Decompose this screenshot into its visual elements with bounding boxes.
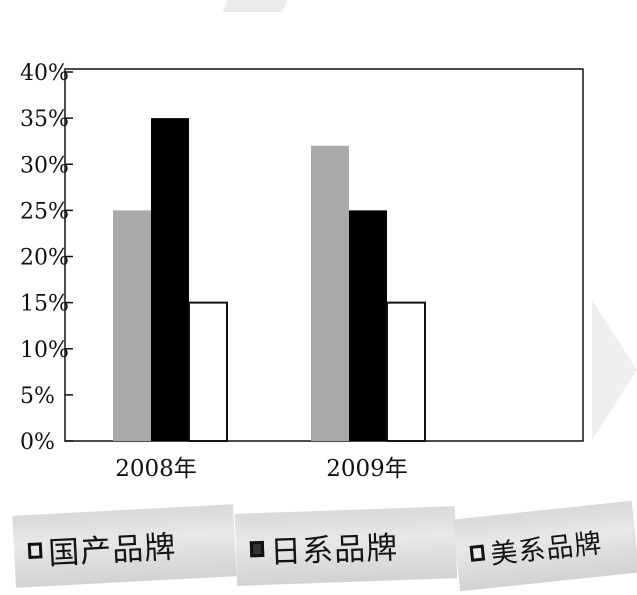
y-tick-label-4: 20% bbox=[20, 246, 69, 271]
y-tick-label-7: 35% bbox=[20, 107, 69, 132]
legend-item-american: 美系品牌 bbox=[452, 500, 637, 592]
x-tick-label-1: 2009年 bbox=[326, 456, 408, 482]
legend-label-american: 美系品牌 bbox=[489, 527, 604, 571]
legend: 国产品牌 日系品牌 美系品牌 bbox=[12, 500, 637, 592]
x-tick-label-0: 2008年 bbox=[115, 456, 197, 482]
y-tick-label-6: 30% bbox=[20, 153, 69, 178]
bars-group bbox=[113, 118, 426, 442]
x-axis: 2008年 2009年 bbox=[115, 456, 408, 482]
legend-swatch-domestic bbox=[27, 542, 43, 560]
legend-swatch-american bbox=[469, 544, 486, 562]
bar-chart: 0% 5% 10% 15% 20% 25% 30% 35% 40% 2008年 2009年 bbox=[20, 61, 584, 482]
legend-label-domestic: 国产品牌 bbox=[47, 528, 178, 572]
y-tick-label-5: 25% bbox=[20, 199, 69, 224]
legend-swatch-japanese bbox=[249, 540, 265, 558]
bar-domestic-0 bbox=[113, 210, 151, 441]
y-tick-label-2: 10% bbox=[20, 338, 69, 363]
y-axis: 0% 5% 10% 15% 20% 25% 30% 35% 40% bbox=[20, 61, 73, 455]
bar-domestic-1 bbox=[311, 145, 349, 442]
y-tick-label-8: 40% bbox=[20, 61, 69, 86]
legend-item-japanese: 日系品牌 bbox=[234, 506, 458, 586]
y-tick-label-0: 0% bbox=[20, 430, 55, 455]
bar-american-0 bbox=[188, 301, 228, 442]
bar-japanese-1 bbox=[349, 210, 387, 441]
legend-item-domestic: 国产品牌 bbox=[12, 504, 237, 588]
bar-american-1 bbox=[386, 301, 426, 442]
y-tick-label-3: 15% bbox=[20, 292, 69, 317]
y-tick-label-1: 5% bbox=[20, 384, 55, 409]
bar-japanese-0 bbox=[151, 118, 189, 441]
legend-label-japanese: 日系品牌 bbox=[269, 529, 399, 571]
